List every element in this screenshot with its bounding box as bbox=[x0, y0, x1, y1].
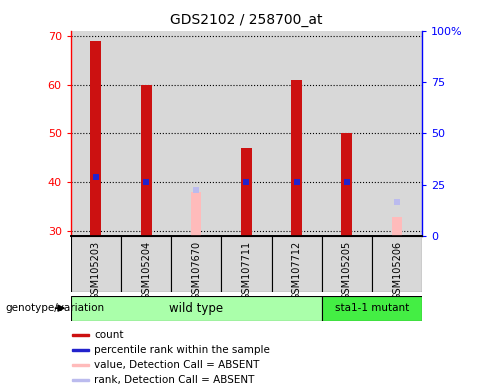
Bar bbox=[121, 236, 171, 292]
Text: GSM107711: GSM107711 bbox=[242, 241, 251, 300]
Text: GSM107712: GSM107712 bbox=[292, 241, 302, 300]
Bar bbox=[171, 236, 222, 292]
Bar bbox=[72, 349, 89, 351]
Text: GSM105204: GSM105204 bbox=[141, 241, 151, 300]
Text: value, Detection Call = ABSENT: value, Detection Call = ABSENT bbox=[94, 360, 259, 370]
Bar bbox=[372, 31, 422, 236]
Text: sta1-1 mutant: sta1-1 mutant bbox=[335, 303, 409, 313]
Title: GDS2102 / 258700_at: GDS2102 / 258700_at bbox=[170, 13, 323, 27]
Text: percentile rank within the sample: percentile rank within the sample bbox=[94, 345, 270, 355]
Bar bbox=[341, 134, 352, 236]
Text: wild type: wild type bbox=[169, 302, 224, 314]
Bar bbox=[392, 217, 402, 236]
Text: GSM105205: GSM105205 bbox=[342, 241, 352, 300]
Bar bbox=[322, 296, 422, 321]
Text: GSM107670: GSM107670 bbox=[191, 241, 201, 300]
Bar bbox=[222, 31, 271, 236]
Text: count: count bbox=[94, 330, 123, 340]
Bar bbox=[90, 40, 102, 236]
Text: rank, Detection Call = ABSENT: rank, Detection Call = ABSENT bbox=[94, 375, 254, 384]
Bar bbox=[72, 379, 89, 381]
Bar bbox=[191, 192, 201, 236]
Bar bbox=[271, 236, 322, 292]
Bar bbox=[322, 236, 372, 292]
Bar bbox=[71, 31, 121, 236]
Bar bbox=[141, 84, 152, 236]
Bar bbox=[271, 31, 322, 236]
Bar bbox=[72, 334, 89, 336]
Bar bbox=[241, 148, 252, 236]
Bar bbox=[222, 236, 271, 292]
Bar bbox=[72, 364, 89, 366]
Text: GSM105203: GSM105203 bbox=[91, 241, 101, 300]
Bar bbox=[71, 296, 322, 321]
Text: genotype/variation: genotype/variation bbox=[5, 303, 104, 313]
Bar bbox=[322, 31, 372, 236]
Bar bbox=[171, 31, 222, 236]
Bar bbox=[372, 236, 422, 292]
Bar bbox=[71, 236, 121, 292]
Bar bbox=[291, 79, 302, 236]
Bar bbox=[121, 31, 171, 236]
Text: GSM105206: GSM105206 bbox=[392, 241, 402, 300]
